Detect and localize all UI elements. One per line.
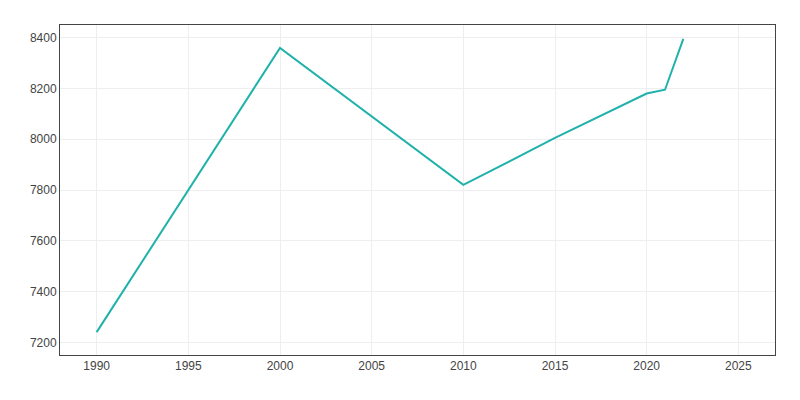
svg-text:8400: 8400 — [30, 31, 57, 45]
svg-text:2015: 2015 — [542, 359, 569, 373]
svg-text:1995: 1995 — [175, 359, 202, 373]
svg-text:7600: 7600 — [30, 234, 57, 248]
svg-text:2000: 2000 — [267, 359, 294, 373]
svg-text:7200: 7200 — [30, 336, 57, 350]
svg-text:8000: 8000 — [30, 132, 57, 146]
svg-text:2025: 2025 — [725, 359, 752, 373]
svg-text:2020: 2020 — [633, 359, 660, 373]
svg-text:7800: 7800 — [30, 183, 57, 197]
svg-text:1990: 1990 — [83, 359, 110, 373]
svg-text:8200: 8200 — [30, 82, 57, 96]
svg-text:2010: 2010 — [450, 359, 477, 373]
svg-text:2005: 2005 — [358, 359, 385, 373]
svg-text:7400: 7400 — [30, 285, 57, 299]
